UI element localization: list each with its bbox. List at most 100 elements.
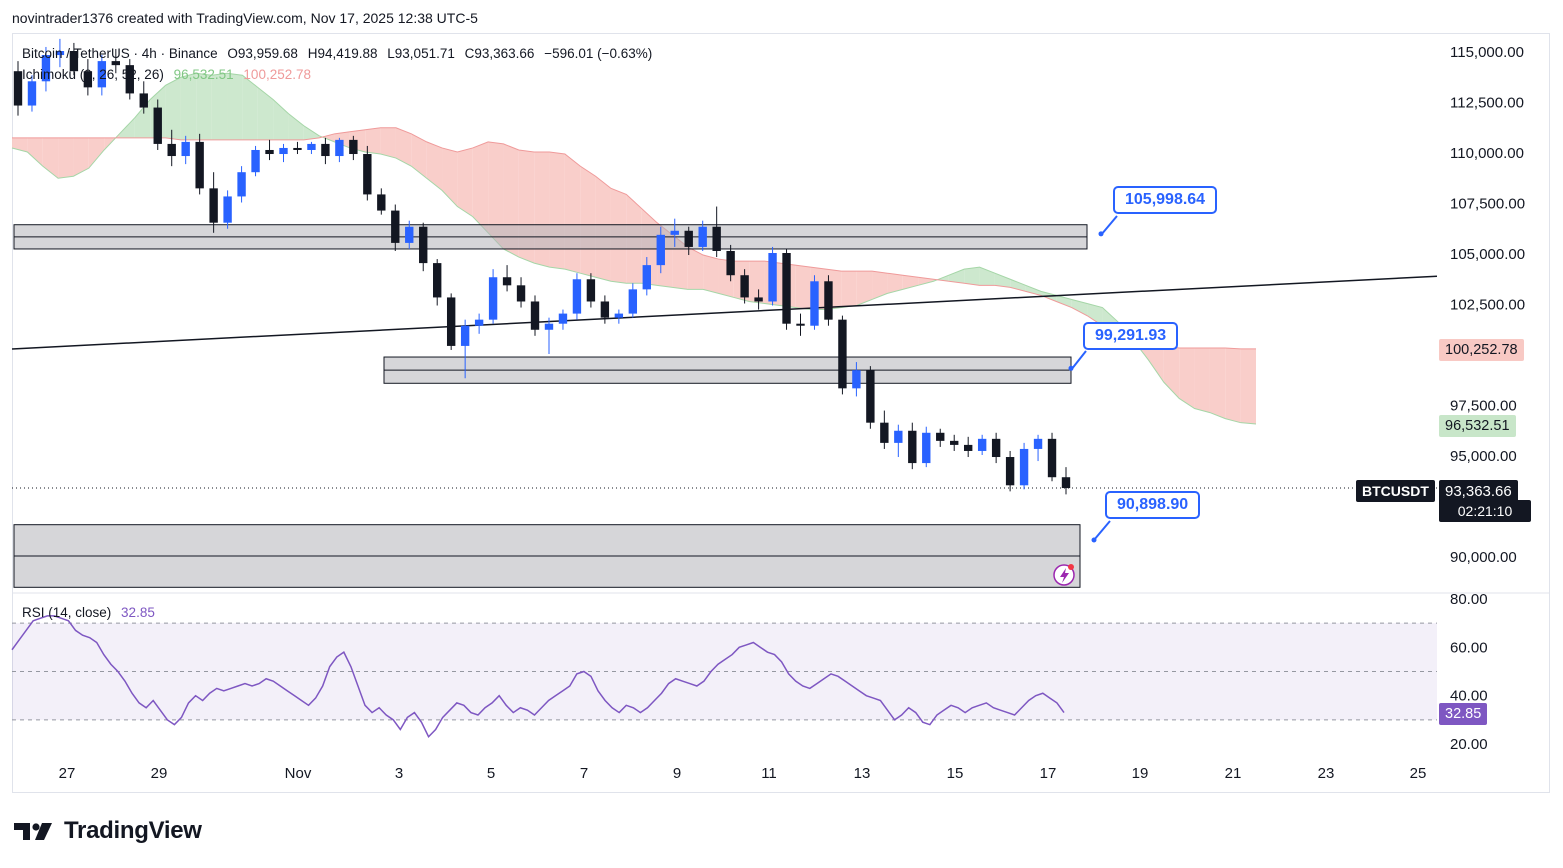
ichimoku-cloud-bear xyxy=(1148,343,1164,383)
candle-down xyxy=(209,188,218,223)
ichimoku-cloud-bear xyxy=(749,261,765,304)
chart-credit: novintrader1376 created with TradingView… xyxy=(12,10,478,26)
candle-down xyxy=(1005,457,1015,486)
ichimoku-cloud-bear xyxy=(380,127,396,159)
candle-down xyxy=(139,93,148,108)
ichimoku-cloud-bull xyxy=(257,87,274,140)
ichimoku-cloud-bear xyxy=(687,246,704,290)
ichimoku-cloud-bull xyxy=(1071,299,1088,316)
tradingview-logo[interactable]: TradingView xyxy=(14,816,202,846)
ichimoku-cloud-bear xyxy=(703,255,719,294)
legend-low: L93,051.71 xyxy=(387,46,455,61)
candle-up xyxy=(27,81,37,106)
ichimoku-cloud-bull xyxy=(288,113,304,140)
ichimoku-cloud-bear xyxy=(58,137,74,179)
ichimoku-cloud-bear xyxy=(42,137,59,179)
lightning-icon xyxy=(1060,568,1069,583)
candle-down xyxy=(167,143,176,157)
candle-up xyxy=(307,143,316,150)
ichimoku-cloud-bear xyxy=(1163,345,1180,399)
candle-down xyxy=(726,250,735,276)
candle-down xyxy=(866,370,875,423)
time-axis-label: 19 xyxy=(1132,765,1149,782)
price-axis-label: 107,500.00 xyxy=(1450,196,1525,213)
ichimoku-cloud-bear xyxy=(856,271,873,306)
time-axis-label: 27 xyxy=(59,765,76,782)
candle-up xyxy=(97,61,107,88)
candle-down xyxy=(796,323,805,326)
time-axis-label: 15 xyxy=(947,765,964,782)
ichimoku-legend[interactable]: Ichimoku (9, 26, 52, 26) 96,532.51 100,2… xyxy=(22,67,317,82)
ichimoku-cloud-bear xyxy=(411,133,427,179)
ichimoku-cloud-bull xyxy=(1025,285,1041,296)
ichimoku-span-b-value: 100,252.78 xyxy=(243,67,311,82)
candle-down xyxy=(1061,477,1071,489)
callout-support-1[interactable]: 99,291.93 xyxy=(1083,322,1179,350)
ichimoku-cloud-bull xyxy=(979,267,995,286)
time-axis-label: 13 xyxy=(854,765,871,782)
time-axis-label: 3 xyxy=(395,765,403,782)
ichimoku-cloud-bear xyxy=(472,141,489,233)
ichimoku-cloud-bull xyxy=(211,73,228,140)
candle-up xyxy=(628,289,638,314)
price-axis-label: 102,500.00 xyxy=(1450,297,1525,314)
candle-down xyxy=(991,438,1001,458)
ichimoku-cloud-bear xyxy=(887,273,903,294)
candle-up xyxy=(922,432,931,464)
candle-down xyxy=(363,154,372,195)
candle-down xyxy=(684,230,693,247)
ichimoku-cloud-bull xyxy=(242,75,258,140)
candle-down xyxy=(600,301,610,318)
time-axis-label: 9 xyxy=(673,765,681,782)
time-axis-label: 5 xyxy=(487,765,495,782)
candle-up xyxy=(488,277,498,320)
rsi-axis-label: 40.00 xyxy=(1450,688,1488,705)
candle-up xyxy=(41,55,51,82)
candle-up xyxy=(894,430,903,443)
rsi-legend-value: 32.85 xyxy=(121,605,155,620)
candle-up xyxy=(572,279,582,314)
ichimoku-cloud-bull xyxy=(1010,279,1026,292)
callout-resistance[interactable]: 105,998.64 xyxy=(1113,186,1218,214)
rsi-legend[interactable]: RSI (14, close) 32.85 xyxy=(22,605,161,620)
candle-down xyxy=(963,444,973,451)
candle-down xyxy=(83,71,93,88)
ichimoku-cloud-bear xyxy=(1225,347,1241,423)
legend-close: C93,363.66 xyxy=(464,46,535,61)
price-axis-label: 105,000.00 xyxy=(1450,246,1525,263)
candle-up xyxy=(237,172,246,197)
callout-pointer xyxy=(1100,215,1118,236)
symbol-tag: BTCUSDT xyxy=(1356,480,1435,502)
price-axis-label: 97,500.00 xyxy=(1450,398,1517,415)
ichimoku-cloud-bull xyxy=(165,77,181,140)
callout-support-2[interactable]: 90,898.90 xyxy=(1105,491,1201,519)
candle-up xyxy=(460,325,470,346)
ichimoku-cloud-bull xyxy=(180,73,197,140)
ichimoku-cloud-bear xyxy=(442,147,458,207)
ichimoku-cloud-bear xyxy=(1240,348,1256,425)
ichimoku-cloud-bull xyxy=(227,73,243,140)
candle-up xyxy=(544,323,554,330)
legend-change: −596.01 (−0.63%) xyxy=(544,46,653,61)
price-axis-label: 110,000.00 xyxy=(1450,145,1524,162)
ichimoku-span-a-value: 96,532.51 xyxy=(173,67,234,82)
candle-down xyxy=(419,226,428,264)
candle-down xyxy=(195,141,204,189)
last-price-tag: 93,363.66 xyxy=(1439,480,1518,503)
candle-down xyxy=(446,297,456,346)
ichimoku-cloud-bear xyxy=(1194,347,1210,413)
candle-up xyxy=(852,370,861,389)
rsi-axis-label: 80.00 xyxy=(1450,591,1488,608)
candle-up xyxy=(335,139,344,157)
alert-badge-dot xyxy=(1068,564,1074,570)
ichimoku-cloud-bull xyxy=(303,125,320,140)
candle-up xyxy=(614,313,624,318)
candle-up xyxy=(1033,438,1043,449)
ichimoku-cloud-bear xyxy=(457,147,473,217)
candle-up xyxy=(558,313,568,324)
ichimoku-cloud-bear xyxy=(27,137,43,167)
ichimoku-cloud-bear xyxy=(1209,347,1226,419)
time-axis-label: 17 xyxy=(1040,765,1057,782)
candle-down xyxy=(908,430,917,464)
